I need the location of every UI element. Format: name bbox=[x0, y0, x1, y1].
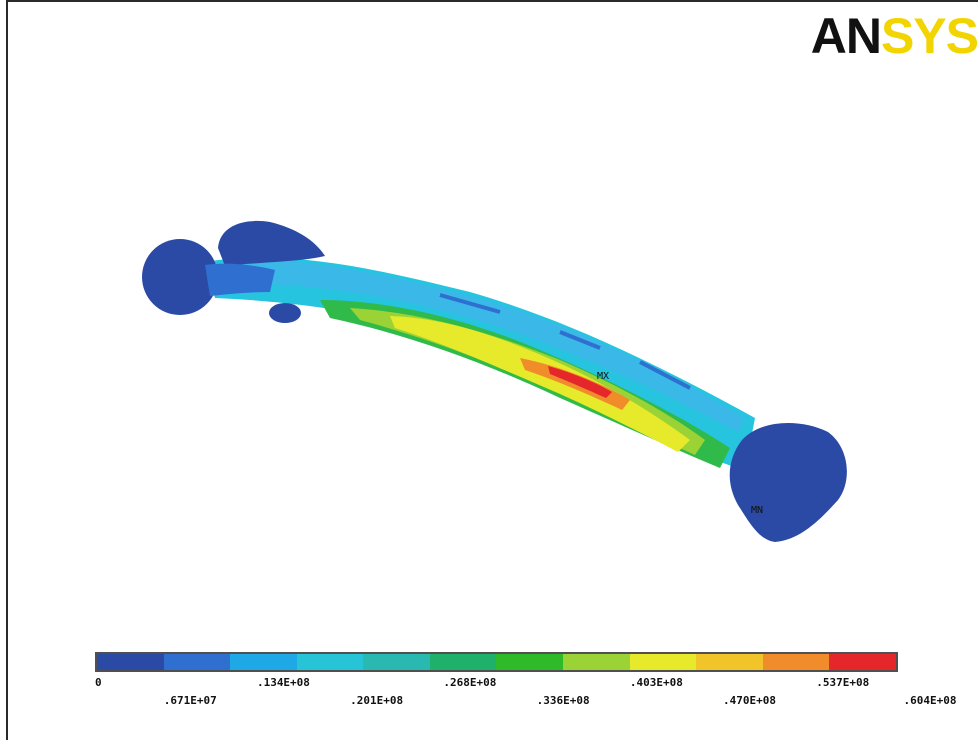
legend-tick-label: .336E+08 bbox=[536, 694, 590, 707]
legend-segment bbox=[296, 654, 364, 670]
legend-segment bbox=[163, 654, 231, 670]
legend-segment bbox=[563, 654, 630, 670]
legend-segment bbox=[429, 654, 497, 670]
legend-segment bbox=[629, 654, 697, 670]
legend-tick-label: .604E+08 bbox=[903, 694, 957, 707]
distal-condyle bbox=[729, 422, 847, 542]
legend-segment bbox=[496, 654, 564, 670]
viewport-frame-left bbox=[6, 0, 8, 740]
legend-tick-label: .201E+08 bbox=[350, 694, 404, 707]
contour-band-yellow bbox=[390, 316, 690, 452]
legend-segment bbox=[829, 654, 896, 670]
max-node-label: MX bbox=[597, 371, 610, 382]
femoral-neck bbox=[205, 263, 275, 296]
viewport-frame-top bbox=[6, 0, 978, 2]
legend-tick-label: .537E+08 bbox=[816, 676, 870, 689]
legend-tick-label: .671E+07 bbox=[163, 694, 217, 707]
contour-streak bbox=[439, 293, 501, 314]
legend-segment bbox=[696, 654, 763, 670]
legend-segment bbox=[230, 654, 297, 670]
greater-trochanter bbox=[218, 220, 325, 266]
contour-band-red-max bbox=[548, 366, 612, 398]
logo-part-an: AN bbox=[810, 8, 882, 64]
ansys-logo: ANSYS bbox=[811, 6, 978, 66]
legend-tick-label: .268E+08 bbox=[443, 676, 497, 689]
legend-segment bbox=[762, 654, 830, 670]
contour-streak bbox=[639, 360, 691, 390]
logo-part-sys: SYS bbox=[880, 8, 978, 64]
femoral-head bbox=[142, 239, 218, 315]
legend-tick-label: .403E+08 bbox=[629, 676, 683, 689]
legend-tick-label: 0 bbox=[95, 676, 102, 689]
legend-segment bbox=[363, 654, 430, 670]
legend-tick-label: .470E+08 bbox=[723, 694, 777, 707]
legend-segment bbox=[97, 654, 164, 670]
contour-band-cyan-light bbox=[225, 260, 745, 432]
min-node-label: MN bbox=[751, 505, 764, 516]
lesser-trochanter bbox=[269, 303, 301, 323]
contour-streak bbox=[559, 330, 601, 350]
legend-tick-label: .134E+08 bbox=[256, 676, 310, 689]
contour-legend-bar bbox=[95, 652, 898, 672]
